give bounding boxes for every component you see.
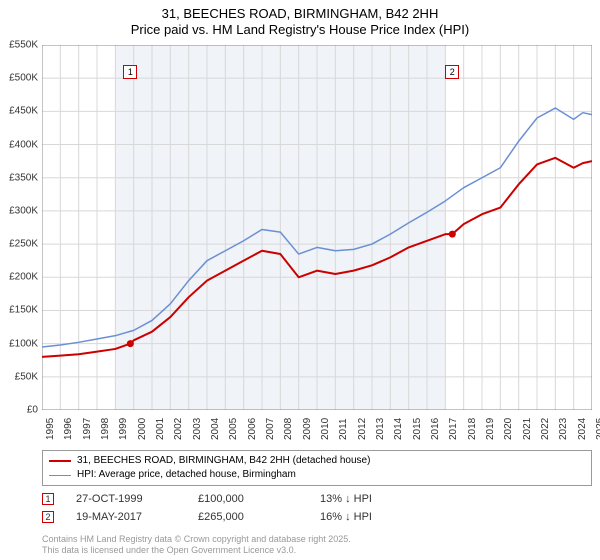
legend-swatch	[49, 460, 71, 462]
x-tick-label: 2009	[302, 418, 313, 440]
legend-item: 31, BEECHES ROAD, BIRMINGHAM, B42 2HH (d…	[49, 454, 585, 468]
y-tick-label: £50K	[15, 371, 38, 382]
y-tick-label: £300K	[9, 205, 38, 216]
x-tick-label: 2017	[448, 418, 459, 440]
y-tick-label: £250K	[9, 239, 38, 250]
y-tick-label: £400K	[9, 139, 38, 150]
title-address: 31, BEECHES ROAD, BIRMINGHAM, B42 2HH	[0, 6, 600, 22]
transaction-marker-icon: 2	[42, 511, 54, 523]
transaction-marker-1: 1	[123, 65, 137, 79]
y-tick-label: £350K	[9, 172, 38, 183]
transaction-date: 27-OCT-1999	[76, 493, 176, 505]
y-tick-label: £550K	[9, 40, 38, 51]
transaction-row: 1 27-OCT-1999 £100,000 13% ↓ HPI	[42, 490, 592, 508]
x-tick-label: 2011	[338, 418, 349, 440]
plot-area: 12	[42, 45, 592, 410]
x-tick-label: 2000	[137, 418, 148, 440]
chart-svg	[42, 45, 592, 410]
transaction-marker-icon: 1	[42, 493, 54, 505]
transaction-date: 19-MAY-2017	[76, 511, 176, 523]
x-tick-label: 2004	[210, 418, 221, 440]
x-tick-label: 2023	[558, 418, 569, 440]
x-tick-label: 2020	[503, 418, 514, 440]
x-tick-label: 1999	[118, 418, 129, 440]
x-tick-label: 2018	[467, 418, 478, 440]
x-tick-label: 1998	[100, 418, 111, 440]
y-tick-label: £200K	[9, 272, 38, 283]
x-tick-label: 2002	[173, 418, 184, 440]
x-tick-label: 2001	[155, 418, 166, 440]
transaction-price: £100,000	[198, 493, 298, 505]
x-tick-label: 1996	[63, 418, 74, 440]
y-axis: £0£50K£100K£150K£200K£250K£300K£350K£400…	[0, 45, 42, 410]
transaction-delta: 13% ↓ HPI	[320, 493, 420, 505]
x-tick-label: 2025	[595, 418, 600, 440]
legend-label: 31, BEECHES ROAD, BIRMINGHAM, B42 2HH (d…	[77, 454, 370, 468]
chart-title: 31, BEECHES ROAD, BIRMINGHAM, B42 2HH Pr…	[0, 0, 600, 39]
x-tick-label: 2024	[577, 418, 588, 440]
transaction-price: £265,000	[198, 511, 298, 523]
x-tick-label: 2012	[357, 418, 368, 440]
transaction-delta: 16% ↓ HPI	[320, 511, 420, 523]
x-tick-label: 2014	[393, 418, 404, 440]
x-tick-label: 2016	[430, 418, 441, 440]
x-tick-label: 2003	[192, 418, 203, 440]
transactions-table: 1 27-OCT-1999 £100,000 13% ↓ HPI 2 19-MAY-201…	[42, 490, 592, 526]
title-subtitle: Price paid vs. HM Land Registry's House …	[0, 22, 600, 38]
chart-container: 31, BEECHES ROAD, BIRMINGHAM, B42 2HH Pr…	[0, 0, 600, 560]
legend: 31, BEECHES ROAD, BIRMINGHAM, B42 2HH (d…	[42, 450, 592, 486]
x-tick-label: 2005	[228, 418, 239, 440]
x-tick-label: 2022	[540, 418, 551, 440]
legend-label: HPI: Average price, detached house, Birm…	[77, 468, 296, 482]
x-tick-label: 1997	[82, 418, 93, 440]
y-tick-label: £150K	[9, 305, 38, 316]
footer-line2: This data is licensed under the Open Gov…	[42, 545, 351, 556]
y-tick-label: £450K	[9, 106, 38, 117]
legend-item: HPI: Average price, detached house, Birm…	[49, 468, 585, 482]
y-tick-label: £500K	[9, 73, 38, 84]
x-tick-label: 2008	[283, 418, 294, 440]
y-tick-label: £0	[27, 405, 38, 416]
y-tick-label: £100K	[9, 338, 38, 349]
x-tick-label: 2015	[412, 418, 423, 440]
x-tick-label: 2019	[485, 418, 496, 440]
footer-attribution: Contains HM Land Registry data © Crown c…	[42, 534, 351, 556]
x-tick-label: 2006	[247, 418, 258, 440]
x-tick-label: 2013	[375, 418, 386, 440]
footer-line1: Contains HM Land Registry data © Crown c…	[42, 534, 351, 545]
transaction-marker-2: 2	[445, 65, 459, 79]
x-tick-label: 2021	[522, 418, 533, 440]
transaction-row: 2 19-MAY-2017 £265,000 16% ↓ HPI	[42, 508, 592, 526]
legend-swatch	[49, 475, 71, 476]
x-tick-label: 1995	[45, 418, 56, 440]
x-tick-label: 2007	[265, 418, 276, 440]
x-axis: 1995 1996 1997 1998 1999 2000 2001 2002 2003 2004…	[42, 412, 592, 446]
x-tick-label: 2010	[320, 418, 331, 440]
